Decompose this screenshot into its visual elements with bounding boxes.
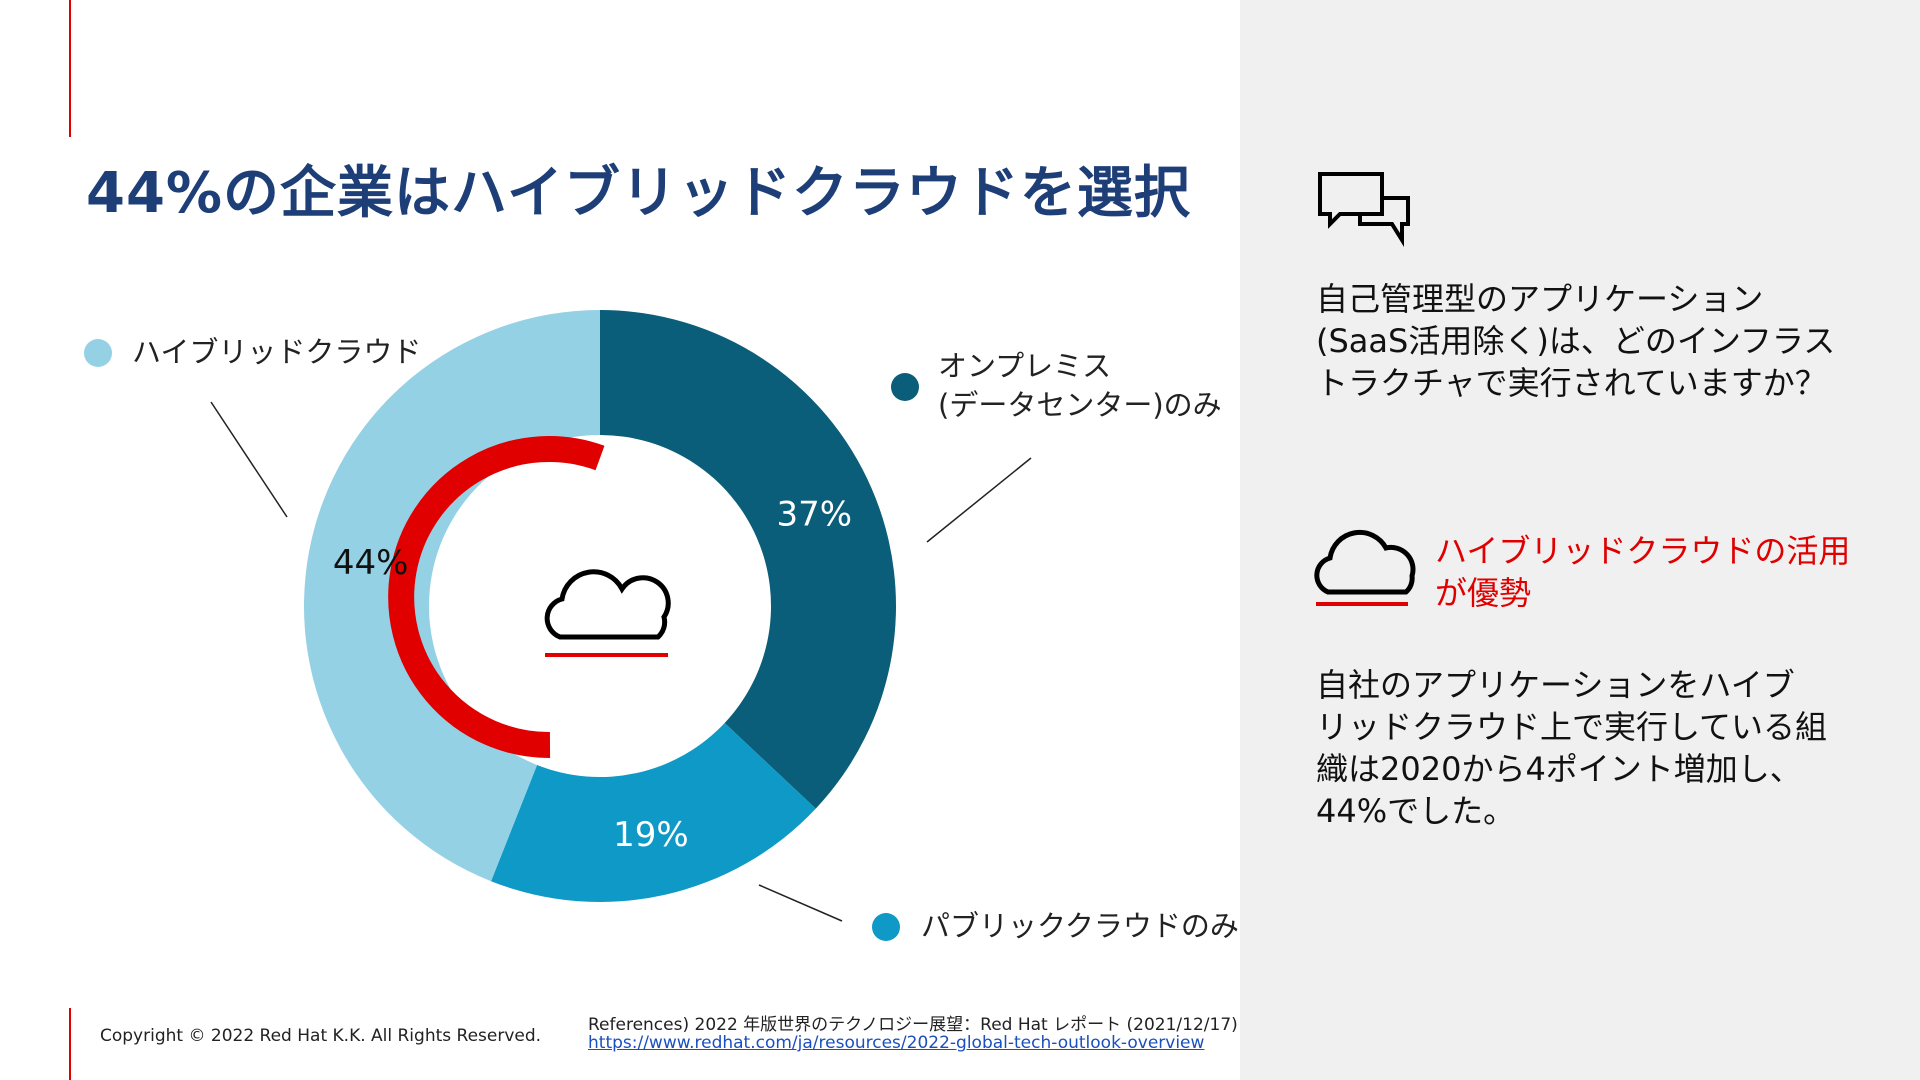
leader-line — [758, 884, 843, 922]
leader-line — [926, 457, 1032, 543]
reference: References) 2022 年版世界のテクノロジー展望：Red Hat レ… — [588, 1015, 1238, 1035]
side-panel — [1240, 0, 1920, 1080]
copyright: Copyright © 2022 Red Hat K.K. All Rights… — [100, 1026, 542, 1046]
highlight: ハイブリッドクラウドの活用 が優勢 — [1435, 532, 1851, 612]
cloud-icon — [544, 569, 671, 640]
legend-dot — [872, 913, 900, 941]
legend-dot — [891, 373, 919, 401]
legend-label: オンプレミス (データセンター)のみ — [938, 349, 1222, 422]
question: 自己管理型のアプリケーション (SaaS活用除く)は、どのインフラス トラクチャ… — [1316, 280, 1836, 402]
value-label: 37% — [777, 494, 853, 534]
leader-line — [210, 401, 288, 518]
body-text: 自社のアプリケーションをハイブ リッドクラウド上で実行している組 織は2020か… — [1316, 666, 1828, 830]
speech-icon — [1318, 172, 1410, 247]
value-label: 19% — [613, 815, 689, 855]
value-label: 44% — [333, 543, 409, 583]
legend-label: ハイブリッドクラウド — [132, 335, 422, 369]
legend-label: パブリッククラウドのみ — [921, 909, 1239, 943]
donut — [303, 310, 896, 903]
donut-segment — [303, 310, 600, 882]
decor-arc — [388, 436, 605, 759]
donut-segment — [491, 723, 816, 903]
reference-link[interactable]: https://www.redhat.com/ja/resources/2022… — [588, 1033, 1205, 1053]
legend-dot — [84, 339, 112, 367]
slide-title: 44%の企業はハイブリッドクラウドを選択 — [86, 161, 1191, 226]
cloud-icon — [1314, 529, 1416, 595]
donut-segment — [600, 310, 896, 809]
